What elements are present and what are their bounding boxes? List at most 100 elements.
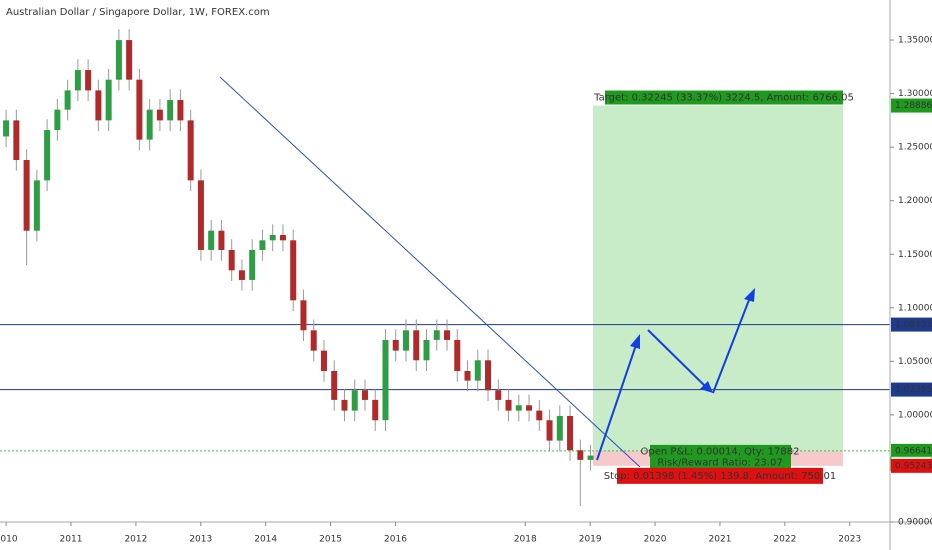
- candle-body: [433, 330, 440, 340]
- y-tick-label: 1.20000: [898, 196, 932, 206]
- pnl-label: Open P&L: 0.00014, Qty: 17882: [641, 446, 800, 457]
- arrow: [596, 344, 637, 461]
- candle-body: [351, 390, 358, 411]
- candle-body: [167, 100, 174, 121]
- candle-body: [423, 339, 430, 361]
- candle-body: [546, 420, 553, 441]
- candle-body: [95, 90, 102, 121]
- candle-body: [485, 360, 492, 391]
- candle-body: [197, 180, 204, 250]
- x-tick-label: 2016: [384, 535, 407, 545]
- x-tick-label: 2023: [838, 535, 861, 545]
- pnl-label-bg: [650, 444, 791, 469]
- candle-body: [136, 79, 143, 140]
- y-tick-label: 1.00000: [898, 410, 932, 420]
- candle-body: [238, 270, 245, 280]
- candle-body: [290, 240, 297, 301]
- rr-label: Risk/Reward Ratio: 23.07: [657, 457, 782, 468]
- candle-body: [218, 230, 225, 250]
- candle-body: [3, 120, 10, 137]
- arrow-head: [700, 381, 713, 393]
- chart-title: Australian Dollar / Singapore Dollar, 1W…: [6, 7, 270, 18]
- candle-body: [74, 70, 81, 91]
- arrow-head: [744, 288, 755, 302]
- candle-body: [331, 370, 338, 400]
- x-tick-label: 2011: [60, 535, 83, 545]
- target-label-bg: [605, 90, 843, 105]
- y-tick-label: 1.35000: [898, 36, 932, 46]
- price-label: 0.96641: [895, 446, 932, 456]
- candle-body: [13, 120, 20, 161]
- candle-body: [536, 410, 543, 421]
- price-label: 1.02365: [895, 385, 932, 395]
- candle-body: [392, 339, 399, 351]
- candle-body: [300, 300, 307, 331]
- candle-body: [259, 240, 266, 250]
- candle-body: [454, 339, 461, 371]
- projection-arrows: [596, 288, 755, 461]
- target-label: Target: 0.32245 (33.37%) 3224.5, Amount:…: [593, 93, 854, 104]
- y-tick-label: 0.90000: [898, 518, 932, 528]
- candle-body: [413, 330, 420, 361]
- candle-body: [279, 234, 286, 241]
- y-tick-label: 1.25000: [898, 143, 932, 153]
- candle-body: [228, 249, 235, 271]
- trend-line: [219, 76, 641, 468]
- candle-body: [310, 330, 317, 351]
- candle-body: [44, 130, 51, 181]
- candle-body: [126, 40, 133, 80]
- price-label-bg: [891, 382, 932, 397]
- x-tick-label: 2020: [644, 535, 667, 545]
- x-tick-label: 2019: [579, 535, 602, 545]
- profit-zone: [593, 105, 843, 451]
- y-tick-label: 1.30000: [898, 89, 932, 99]
- candle-body: [505, 399, 512, 411]
- y-tick-label: 1.05000: [898, 357, 932, 367]
- y-tick-label: 1.10000: [898, 303, 932, 313]
- candle-body: [577, 450, 584, 460]
- candle-body: [249, 249, 256, 280]
- candle-body: [495, 390, 502, 400]
- x-tick-label: 2018: [514, 535, 537, 545]
- x-tick-label: 2022: [773, 535, 796, 545]
- candle-body: [361, 390, 368, 400]
- price-label: 1.28886: [895, 101, 932, 111]
- candle-body: [474, 360, 481, 381]
- x-tick-label: 2013: [189, 535, 212, 545]
- candle-body: [382, 339, 389, 421]
- candle-body: [515, 405, 522, 411]
- y-tick-label: 1.15000: [898, 250, 932, 260]
- candle-body: [372, 399, 379, 421]
- candle-body: [208, 230, 215, 250]
- candle-body: [33, 180, 40, 231]
- candle-body: [156, 109, 163, 121]
- candle-body: [526, 405, 533, 411]
- candle-body: [567, 415, 574, 451]
- price-label-bg: [891, 443, 932, 458]
- candle-body: [320, 350, 327, 371]
- candles: [3, 29, 594, 506]
- candle-body: [146, 109, 153, 140]
- price-label-bg: [891, 458, 932, 473]
- price-label: 1.08433: [895, 320, 932, 330]
- candle-body: [587, 455, 594, 460]
- candle-body: [64, 90, 71, 110]
- x-tick-label: 2014: [254, 535, 277, 545]
- arrow: [647, 329, 706, 387]
- candle-body: [187, 120, 194, 181]
- x-tick-label: 2010: [0, 535, 18, 545]
- candle-body: [85, 70, 92, 91]
- price-label-bg: [891, 98, 932, 113]
- x-tick-label: 2012: [124, 535, 147, 545]
- price-label-bg: [891, 317, 932, 332]
- candle-body: [341, 399, 348, 411]
- x-tick-label: 2015: [319, 535, 342, 545]
- stop-label: Stop: 0.01398 (1.45%) 139.8, Amount: 750…: [604, 471, 836, 482]
- candle-body: [54, 109, 61, 131]
- candle-body: [115, 40, 122, 80]
- x-tick-label: 2021: [709, 535, 732, 545]
- arrow: [712, 299, 750, 394]
- candle-body: [444, 330, 451, 340]
- candle-body: [23, 160, 30, 231]
